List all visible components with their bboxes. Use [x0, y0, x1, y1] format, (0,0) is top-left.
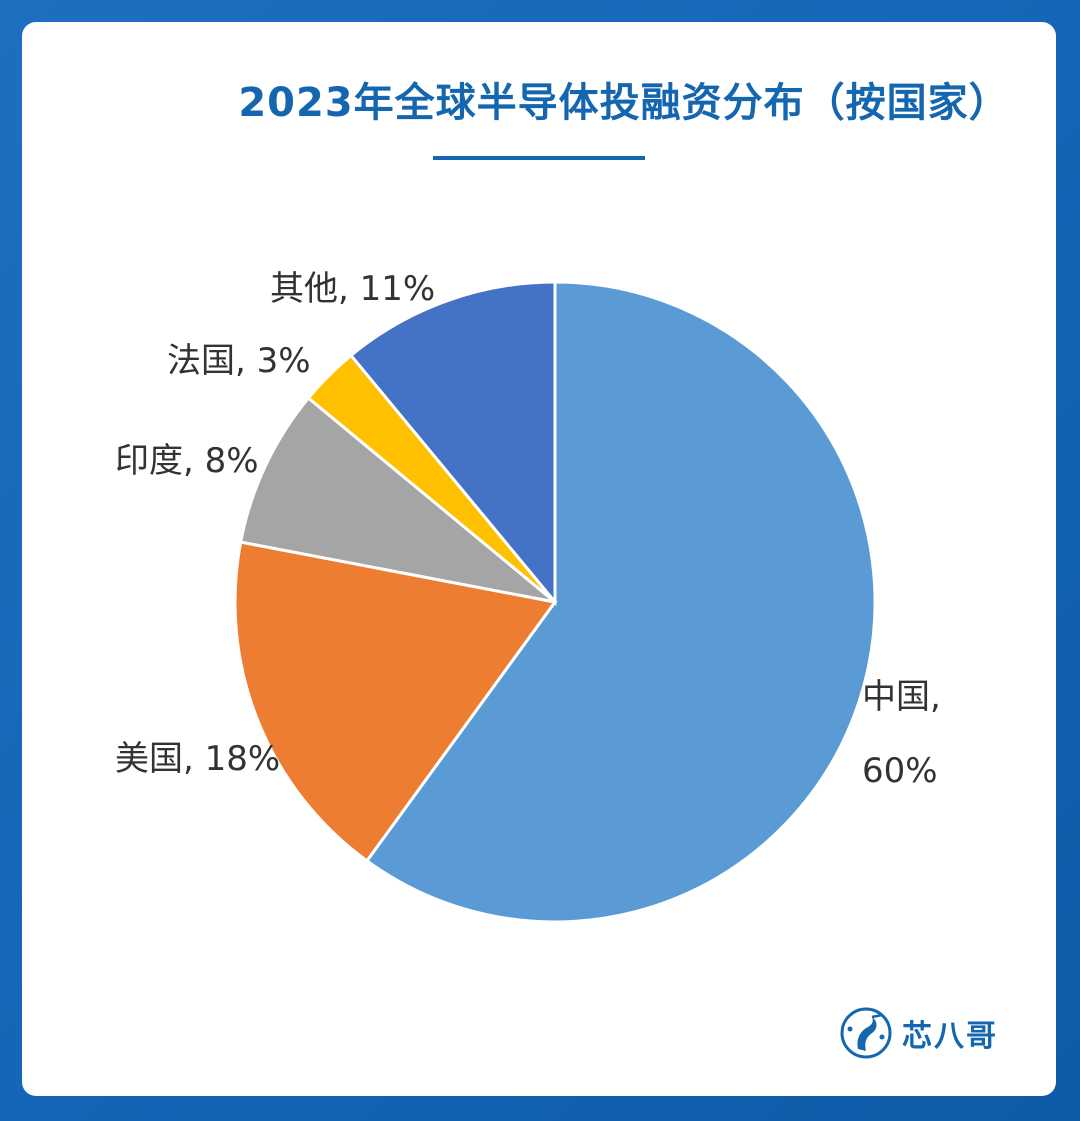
- pie-slice-2: [238, 395, 556, 604]
- brand-name: 芯八哥: [902, 1019, 998, 1054]
- title-underline: [433, 156, 645, 160]
- pie-label-4: 其他, 11%: [270, 269, 435, 309]
- pie-slice-4: [348, 280, 557, 607]
- pie-slice-1: [233, 540, 558, 863]
- pie-slice-0: [364, 280, 877, 924]
- heron-circle-icon: [840, 1007, 892, 1059]
- pie-slices: [233, 280, 877, 924]
- pie-label-2: 印度, 8%: [115, 441, 259, 481]
- pie-label-0: 中国, 60%: [862, 677, 941, 791]
- brand-logo: 芯八哥: [838, 1003, 998, 1063]
- pie-label-3: 法国, 3%: [167, 341, 311, 381]
- pie-label-1: 美国, 18%: [115, 739, 280, 779]
- pie-labels: 中国, 60% 美国, 18% 印度, 8% 法国, 3% 其他, 11%: [115, 269, 941, 791]
- chart-title: 2023年全球半导体投融资分布（按国家）: [238, 80, 1010, 126]
